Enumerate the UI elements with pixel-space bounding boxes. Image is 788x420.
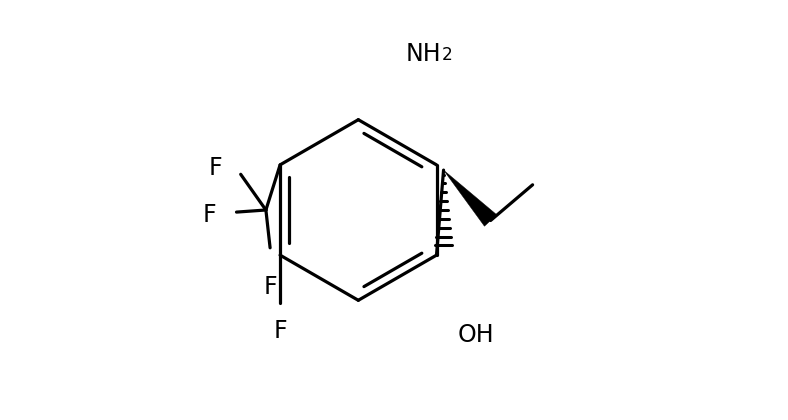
- Text: 2: 2: [441, 46, 452, 64]
- Text: F: F: [203, 203, 217, 228]
- Text: F: F: [208, 156, 221, 180]
- Text: NH: NH: [406, 42, 441, 66]
- Text: F: F: [263, 275, 277, 299]
- Text: F: F: [273, 319, 287, 344]
- Text: OH: OH: [458, 323, 494, 346]
- Polygon shape: [444, 170, 496, 226]
